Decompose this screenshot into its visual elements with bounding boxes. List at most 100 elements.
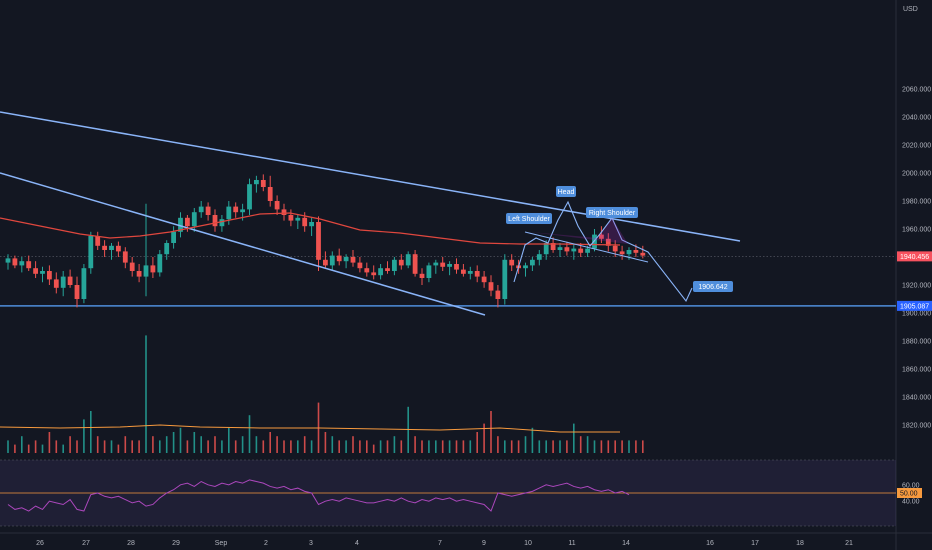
candle-body	[288, 215, 294, 221]
left-shoulder-label: Left Shoulder	[508, 216, 550, 223]
candle-body	[495, 290, 501, 299]
volume-bar	[124, 436, 127, 453]
candle-body	[371, 272, 377, 276]
volume-bar	[538, 440, 541, 453]
time-tick-label: 9	[482, 540, 486, 547]
candle-body	[116, 245, 121, 252]
volume-bar	[207, 440, 209, 453]
volume-bar	[393, 436, 396, 453]
candle-body	[212, 215, 218, 227]
volume-bar	[234, 440, 237, 453]
pattern-labels: Left Shoulder Head Right Shoulder 1906.642	[506, 186, 733, 292]
time-tick-label: 10	[524, 540, 532, 547]
volume-bar	[241, 436, 244, 453]
volume-bar	[448, 440, 451, 453]
candle-body	[12, 258, 18, 266]
volume-bar	[303, 436, 306, 453]
head-label: Head	[558, 189, 575, 196]
candle-body	[329, 255, 335, 266]
volume-bar	[428, 440, 430, 453]
volume-bar	[21, 436, 23, 453]
volume-bar	[48, 432, 51, 453]
candle-body	[19, 261, 25, 266]
candle-body	[605, 238, 611, 246]
volume-bar	[552, 440, 554, 453]
volume-bar	[414, 436, 416, 453]
candle-body	[474, 271, 480, 277]
currency-label: USD	[903, 6, 918, 13]
candle-body	[5, 258, 11, 263]
volume-bar	[435, 440, 437, 453]
candle-body	[53, 279, 59, 288]
rsi-panel	[0, 459, 896, 527]
volume-bar	[441, 440, 444, 453]
volume-bar	[214, 436, 216, 453]
rsi-line	[7, 479, 630, 512]
volume-bar	[27, 444, 30, 453]
volume-bars	[0, 335, 644, 453]
volume-bar	[386, 440, 389, 453]
candle-body	[343, 257, 349, 262]
candle-body	[392, 259, 397, 271]
time-tick-label: 3	[309, 540, 313, 547]
right-shoulder-label-box	[586, 207, 638, 218]
last-price-badge	[897, 251, 932, 262]
volume-bar	[607, 440, 610, 453]
candle-body	[619, 251, 625, 255]
price-tick-label: 1840.000	[902, 395, 931, 402]
target-price-label-box	[693, 281, 733, 292]
support-price-badge	[897, 300, 932, 311]
volume-bar	[41, 444, 44, 453]
right-shoulder-label: Right Shoulder	[589, 210, 636, 217]
candle-body	[198, 206, 204, 213]
candle-body	[233, 206, 239, 213]
volume-bar	[462, 440, 465, 453]
candle-body	[488, 282, 494, 291]
moving-average-line	[0, 212, 621, 246]
candle-body	[523, 265, 528, 269]
volume-bar	[338, 440, 340, 453]
candle-body	[316, 222, 321, 260]
volume-bar	[600, 440, 603, 453]
candle-body	[640, 252, 646, 256]
candle-body	[592, 234, 597, 249]
candle-body	[467, 271, 473, 274]
volume-bar	[352, 436, 354, 453]
volume-bar	[524, 436, 527, 453]
volume-bar	[262, 440, 265, 453]
candle-body	[302, 217, 308, 227]
volume-bar	[400, 440, 403, 453]
lower-trendline	[0, 172, 486, 316]
time-tick-label: 28	[127, 540, 135, 547]
candle-body	[164, 243, 170, 255]
volume-bar	[345, 440, 347, 453]
price-tick-label: 1900.000	[902, 311, 931, 318]
price-tick-label: 1980.000	[902, 199, 931, 206]
time-tick-label: 14	[622, 540, 630, 547]
volume-bar	[96, 436, 99, 453]
volume-bar	[545, 440, 547, 453]
candle-body	[95, 236, 101, 246]
candle-body	[274, 201, 280, 210]
time-tick-label: 11	[568, 540, 575, 547]
volume-bar	[476, 432, 478, 453]
candle-body	[205, 206, 211, 215]
candle-body	[309, 222, 314, 227]
time-tick-label: 16	[706, 540, 714, 547]
candle-body	[543, 243, 549, 255]
last-price-value: 1940.456	[900, 254, 929, 261]
time-tick-label: 2	[264, 540, 268, 547]
candle-body	[378, 268, 383, 276]
candle-body	[295, 217, 301, 221]
time-tick-label: 7	[438, 540, 442, 547]
volume-bar	[117, 444, 120, 453]
volume-bar	[469, 440, 472, 453]
volume-bar	[621, 440, 623, 453]
candle-body	[578, 248, 584, 253]
volume-bar	[324, 432, 327, 453]
volume-bar	[310, 440, 313, 453]
rsi-level-badge	[897, 488, 922, 498]
price-tick-label: 2060.000	[902, 87, 931, 94]
candle-body	[612, 245, 618, 252]
